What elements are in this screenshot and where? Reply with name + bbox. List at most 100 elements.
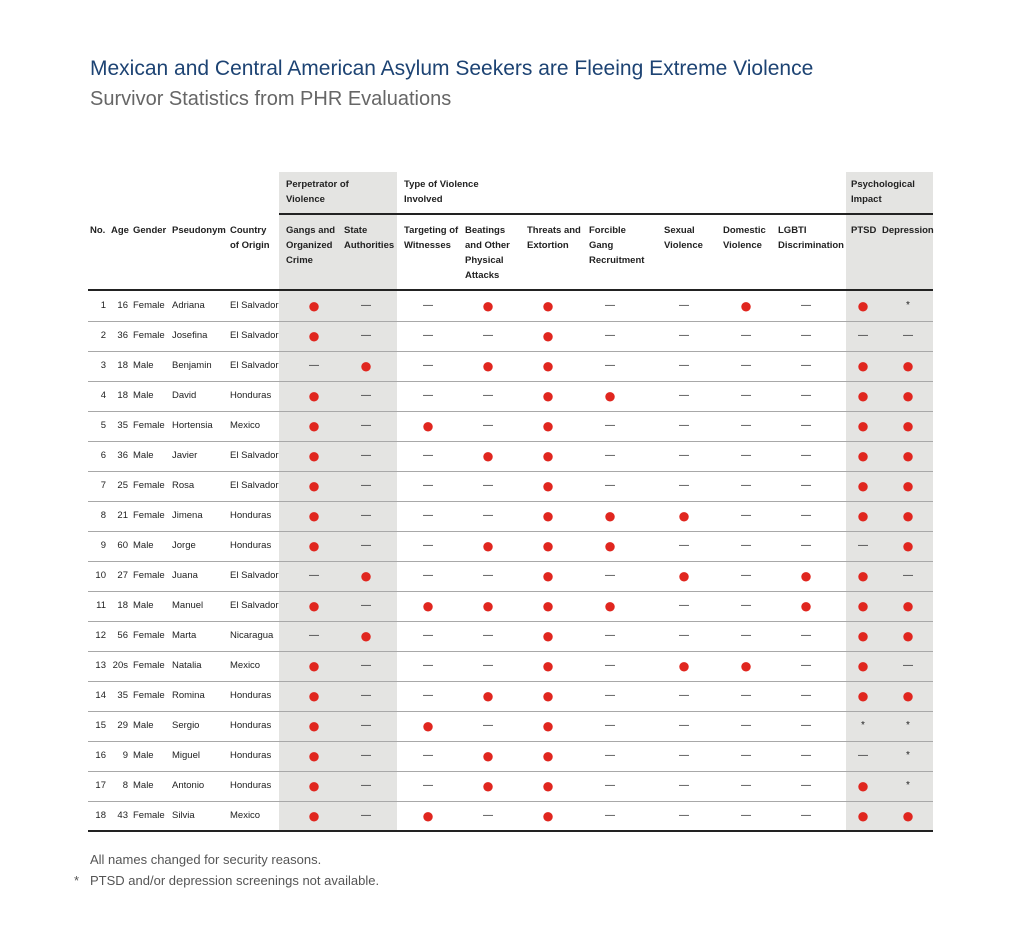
marker: ●: [901, 683, 915, 708]
cell: Female: [133, 300, 165, 311]
cell: Honduras: [230, 720, 272, 731]
marker: ●: [541, 383, 555, 408]
marker: ●: [901, 353, 915, 378]
marker: ●: [603, 383, 617, 408]
cell: 18: [117, 390, 128, 401]
column-header: Targeting of Witnesses: [404, 225, 459, 251]
marker: ●: [421, 713, 435, 738]
marker: ●: [481, 353, 495, 378]
marker: ●: [901, 443, 915, 468]
cell: 9: [100, 540, 106, 551]
row-rule: [88, 621, 933, 622]
column-header: Age: [111, 225, 129, 236]
cell: Nicaragua: [230, 630, 274, 641]
column-header: Threats and Extortion: [527, 225, 581, 251]
group-header: Psychological Impact: [851, 179, 915, 205]
marker: ●: [421, 413, 435, 438]
marker: ●: [901, 413, 915, 438]
cell: —: [483, 420, 493, 431]
marker: ●: [541, 713, 555, 738]
cell: 60: [117, 540, 128, 551]
column-header: LGBTI Discrimination: [778, 225, 844, 251]
cell: —: [423, 480, 433, 491]
marker: ●: [541, 413, 555, 438]
row-rule: [88, 681, 933, 682]
cell: —: [361, 690, 371, 701]
marker: ●: [541, 803, 555, 828]
cell: 18: [117, 600, 128, 611]
marker: ●: [307, 743, 321, 768]
marker: ●: [603, 503, 617, 528]
cell: 8: [100, 510, 106, 521]
cell: —: [423, 780, 433, 791]
marker: ●: [307, 773, 321, 798]
cell: 13: [95, 660, 106, 671]
cell: El Salvador: [230, 480, 279, 491]
cell: Mexico: [230, 420, 261, 431]
cell: —: [361, 660, 371, 671]
marker: ●: [856, 293, 870, 318]
cell: —: [679, 330, 689, 341]
cell: —: [605, 660, 615, 671]
marker: ●: [541, 653, 555, 678]
cell: —: [361, 420, 371, 431]
marker: ●: [421, 803, 435, 828]
cell: —: [801, 750, 811, 761]
marker: ●: [307, 443, 321, 468]
marker: ●: [799, 563, 813, 588]
marker: ●: [677, 653, 691, 678]
cell: El Salvador: [230, 450, 279, 461]
cell: —: [605, 750, 615, 761]
cell: —: [801, 360, 811, 371]
cell: —: [605, 720, 615, 731]
cell: —: [679, 750, 689, 761]
cell: —: [801, 780, 811, 791]
cell: Marta: [172, 630, 197, 641]
cell: —: [423, 360, 433, 371]
marker: ●: [856, 503, 870, 528]
cell: 36: [117, 450, 128, 461]
cell: 17: [95, 780, 106, 791]
cell: —: [801, 390, 811, 401]
marker: ●: [307, 293, 321, 318]
cell: 21: [117, 510, 128, 521]
cell: 5: [100, 420, 106, 431]
marker: ●: [541, 683, 555, 708]
cell: Female: [133, 570, 165, 581]
cell: —: [423, 630, 433, 641]
marker: ●: [541, 503, 555, 528]
marker: ●: [901, 593, 915, 618]
cell: —: [605, 300, 615, 311]
marker: ●: [541, 293, 555, 318]
cell: —: [741, 420, 751, 431]
cell: —: [423, 570, 433, 581]
cell: Honduras: [230, 390, 272, 401]
marker: ●: [307, 653, 321, 678]
cell: Honduras: [230, 780, 272, 791]
group-header: Type of Violence Involved: [404, 179, 479, 205]
cell: Honduras: [230, 690, 272, 701]
marker: ●: [739, 653, 753, 678]
cell: 7: [100, 480, 106, 491]
cell: Romina: [172, 690, 205, 701]
row-rule: [88, 830, 933, 832]
cell: —: [858, 330, 868, 341]
cell: —: [483, 480, 493, 491]
marker: ●: [481, 593, 495, 618]
cell: Silvia: [172, 810, 195, 821]
marker: ●: [856, 353, 870, 378]
cell: —: [741, 750, 751, 761]
cell: —: [858, 540, 868, 551]
cell: Mexico: [230, 660, 261, 671]
cell: —: [801, 510, 811, 521]
cell: 29: [117, 720, 128, 731]
cell: Mexico: [230, 810, 261, 821]
cell: 10: [95, 570, 106, 581]
cell: Male: [133, 750, 154, 761]
marker: ●: [541, 743, 555, 768]
cell: —: [605, 420, 615, 431]
cell: Male: [133, 600, 154, 611]
cell: —: [361, 450, 371, 461]
cell: Male: [133, 780, 154, 791]
rule: [88, 289, 933, 291]
